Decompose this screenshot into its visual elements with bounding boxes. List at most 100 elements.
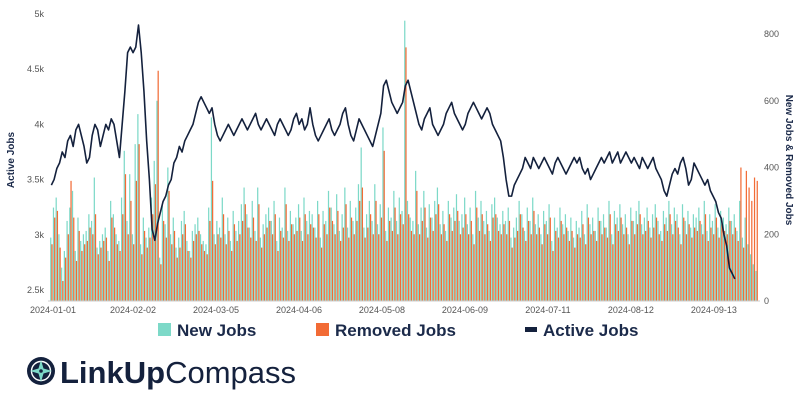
new-jobs-bar — [66, 220, 68, 301]
new-jobs-bar — [129, 174, 131, 301]
removed-jobs-bar — [508, 220, 511, 301]
new-jobs-bar — [69, 207, 71, 301]
new-jobs-bar — [156, 100, 158, 302]
removed-jobs-bar — [274, 214, 276, 301]
new-jobs-bar — [605, 227, 607, 301]
removed-jobs-bar — [427, 237, 429, 301]
removed-jobs-bar — [130, 200, 132, 301]
removed-jobs-bar — [546, 234, 549, 301]
removed-jobs-bar — [342, 227, 344, 301]
removed-jobs-bar — [133, 244, 135, 301]
new-jobs-bar — [450, 217, 452, 301]
new-jobs-bar — [80, 240, 82, 301]
removed-jobs-bar — [525, 240, 527, 301]
new-jobs-bar — [602, 214, 605, 301]
new-jobs-bar — [415, 170, 417, 301]
new-jobs-bar — [401, 210, 403, 301]
removed-jobs-bar — [51, 244, 53, 301]
left-axis-ticks: 2.5k 3k 3.5k 4k 4.5k 5k — [27, 9, 45, 295]
removed-jobs-bar — [552, 250, 554, 301]
new-jobs-bar — [393, 190, 395, 301]
legend-removed-jobs-label: Removed Jobs — [335, 321, 456, 340]
new-jobs-bar — [613, 210, 616, 301]
removed-jobs-bar — [432, 230, 434, 301]
new-jobs-bar — [507, 207, 509, 301]
new-jobs-bar — [303, 197, 305, 301]
new-jobs-bar — [267, 207, 270, 301]
removed-jobs-bar — [748, 187, 750, 301]
x-axis-tick-label: 2024-09-13 — [691, 305, 737, 315]
new-jobs-bar — [197, 217, 199, 301]
removed-jobs-bar — [217, 234, 219, 301]
removed-jobs-bar — [595, 240, 598, 301]
new-jobs-bar — [352, 220, 354, 301]
removed-jobs-bar — [182, 234, 184, 301]
removed-jobs-bar — [214, 244, 216, 301]
removed-jobs-bar — [500, 234, 502, 301]
new-jobs-bar — [673, 207, 675, 301]
new-jobs-bar — [379, 204, 381, 301]
new-jobs-bar — [439, 224, 441, 301]
new-jobs-bar — [513, 227, 515, 301]
removed-jobs-bar — [231, 250, 233, 301]
removed-jobs-bar — [108, 260, 110, 301]
new-jobs-bar — [733, 214, 735, 301]
new-jobs-bar — [684, 220, 686, 301]
new-jobs-bar — [709, 214, 711, 301]
removed-jobs-bar — [492, 217, 494, 301]
new-jobs-bar — [346, 227, 349, 301]
new-jobs-bar — [295, 217, 297, 301]
new-jobs-bar — [366, 214, 368, 301]
new-jobs-bar — [572, 237, 575, 301]
new-jobs-bar — [382, 127, 384, 301]
new-jobs-bar — [646, 207, 648, 301]
removed-jobs-bar — [340, 240, 342, 301]
new-jobs-bar — [175, 247, 177, 301]
removed-jobs-bar — [383, 150, 385, 301]
removed-jobs-bar — [304, 214, 306, 301]
removed-jobs-bar — [476, 207, 478, 301]
new-jobs-bar — [311, 214, 313, 301]
new-jobs-bar — [278, 217, 281, 301]
legend-removed-jobs-swatch — [316, 323, 329, 336]
removed-jobs-bar — [361, 187, 364, 301]
new-jobs-bar — [164, 224, 166, 301]
new-jobs-bar — [227, 217, 229, 301]
removed-jobs-bar — [280, 230, 282, 301]
new-jobs-bar — [104, 227, 106, 301]
removed-jobs-bar — [438, 204, 440, 301]
removed-jobs-bar — [195, 234, 197, 301]
removed-jobs-bar — [590, 234, 592, 301]
new-jobs-bar — [101, 234, 104, 301]
removed-jobs-bar — [650, 237, 652, 301]
new-jobs-bar — [368, 200, 370, 301]
new-jobs-bar — [553, 217, 556, 301]
new-jobs-bar — [257, 187, 259, 301]
removed-jobs-bar — [296, 230, 298, 301]
new-jobs-bar — [714, 204, 716, 301]
new-jobs-bar — [289, 210, 291, 301]
removed-jobs-bar — [702, 234, 704, 301]
new-jobs-bar — [635, 210, 637, 301]
removed-jobs-bar — [636, 224, 639, 301]
removed-jobs-bar — [143, 230, 146, 301]
new-jobs-bars — [50, 20, 757, 302]
removed-jobs-bar — [389, 220, 391, 301]
new-jobs-bar — [270, 220, 272, 301]
x-axis-tick-label: 2024-08-12 — [608, 305, 654, 315]
removed-jobs-bar — [97, 254, 99, 301]
removed-jobs-bar — [669, 214, 671, 301]
new-jobs-bar — [627, 234, 629, 301]
new-jobs-bar — [453, 207, 455, 301]
removed-jobs-bar — [625, 227, 628, 301]
new-jobs-bar — [567, 230, 569, 301]
removed-jobs-bar — [250, 237, 252, 301]
new-jobs-bar — [344, 187, 346, 301]
new-jobs-bar — [218, 227, 221, 301]
new-jobs-bar — [581, 210, 583, 301]
removed-jobs-bar — [522, 227, 524, 301]
removed-jobs-bar — [467, 234, 470, 301]
new-jobs-bar — [71, 190, 74, 301]
removed-jobs-bar — [723, 230, 726, 301]
removed-jobs-bar — [585, 244, 587, 301]
